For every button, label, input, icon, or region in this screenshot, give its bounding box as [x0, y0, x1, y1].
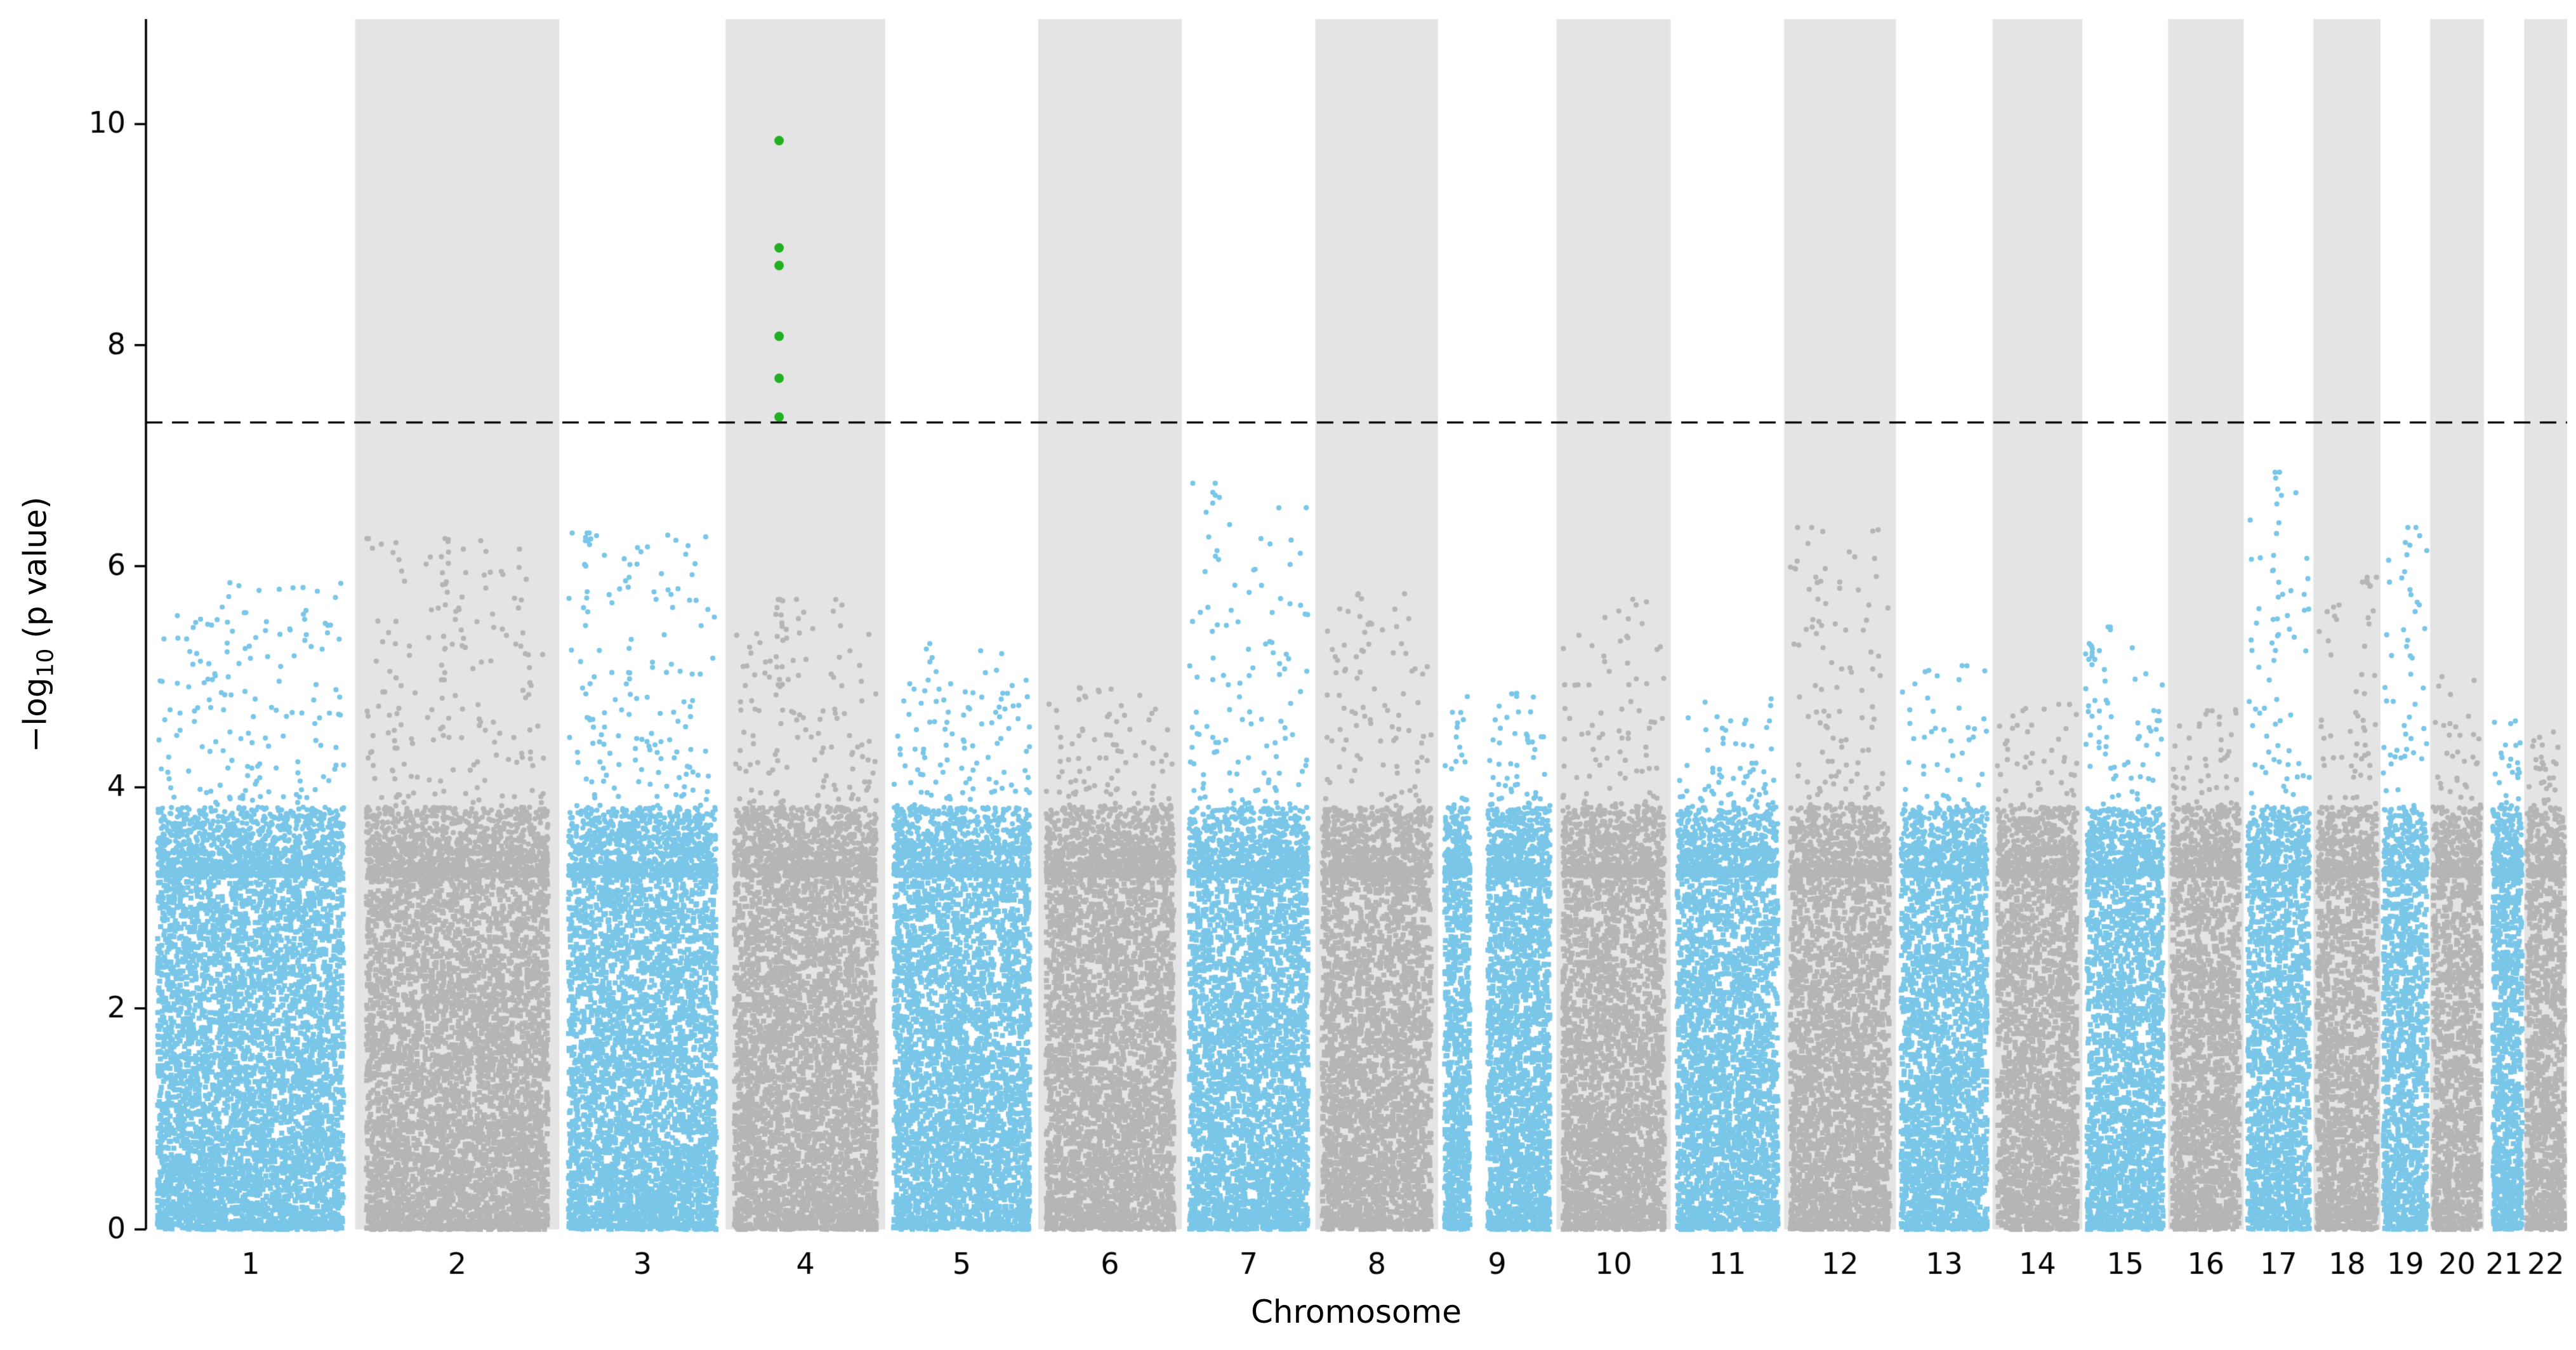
manhattan-plot-canvas [0, 0, 2576, 1350]
manhattan-plot-figure: −log10 (p value) Chromosome [0, 0, 2576, 1350]
